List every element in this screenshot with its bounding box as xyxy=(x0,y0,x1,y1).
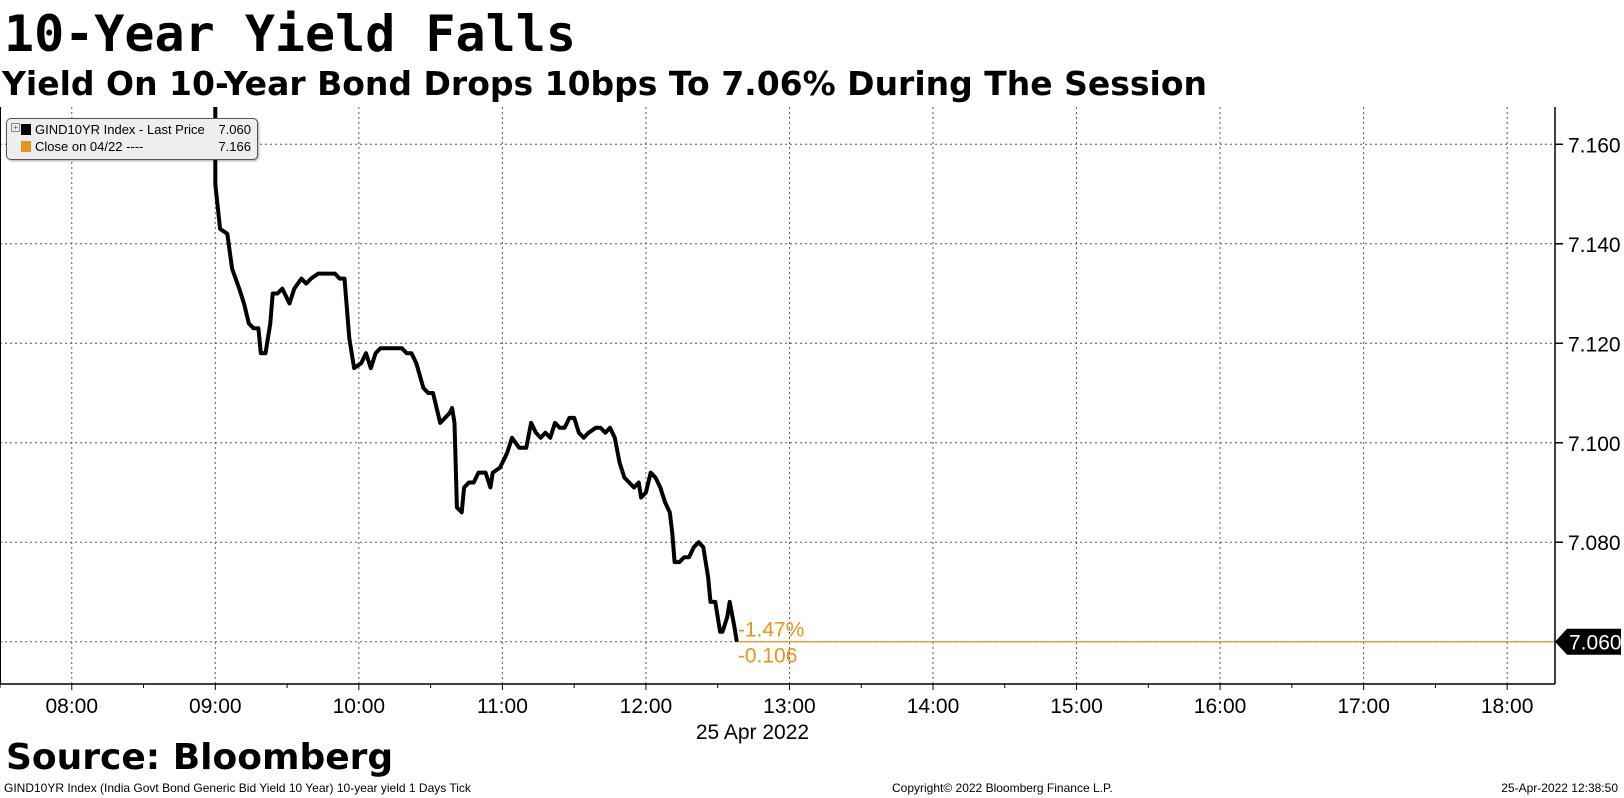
chart-title: 10-Year Yield Falls xyxy=(4,5,576,63)
y-tick-label: 7.160 xyxy=(1568,134,1621,157)
x-tick-label: 18:00 xyxy=(1481,695,1534,718)
x-tick-label: 17:00 xyxy=(1337,695,1390,718)
x-tick-label: 16:00 xyxy=(1194,695,1247,718)
series-line xyxy=(213,107,739,643)
y-tick-label: 7.120 xyxy=(1568,333,1621,356)
footer-timestamp: 25-Apr-2022 12:38:50 xyxy=(1501,781,1618,795)
last-value-label: 7.060 xyxy=(1569,632,1622,655)
x-tick-label: 14:00 xyxy=(907,695,960,718)
footer-copyright: Copyright© 2022 Bloomberg Finance L.P. xyxy=(892,781,1113,795)
x-tick-label: 11:00 xyxy=(477,695,528,718)
legend-item-close: Close on 04/22 ---- xyxy=(21,138,143,155)
y-tick-label: 7.080 xyxy=(1568,532,1621,555)
x-axis-date-label: 25 Apr 2022 xyxy=(696,721,809,744)
legend-swatch-black xyxy=(21,124,31,135)
source-label: Source: Bloomberg xyxy=(6,737,394,778)
legend-label: GIND10YR Index - Last Price xyxy=(35,122,205,137)
x-tick-label: 09:00 xyxy=(189,695,242,718)
x-tick-label: 08:00 xyxy=(45,695,98,718)
chart-subtitle: Yield On 10-Year Bond Drops 10bps To 7.0… xyxy=(2,64,1208,103)
legend-label: Close on 04/22 ---- xyxy=(35,139,144,154)
x-tick-label: 12:00 xyxy=(620,695,673,718)
legend-swatch-orange xyxy=(21,141,31,152)
change-value-label: -0.106 xyxy=(738,645,798,668)
x-tick-label: 15:00 xyxy=(1050,695,1103,718)
change-percent-label: -1.47% xyxy=(738,619,805,642)
legend[interactable]: + GIND10YR Index - Last Price 7.060 Clos… xyxy=(6,118,258,160)
x-tick-label: 10:00 xyxy=(333,695,386,718)
expand-icon[interactable]: + xyxy=(11,123,20,132)
legend-item-last-price: GIND10YR Index - Last Price xyxy=(21,121,205,138)
legend-value: 7.060 xyxy=(218,122,251,137)
last-value-tag xyxy=(1555,628,1621,655)
legend-value: 7.166 xyxy=(218,139,251,154)
y-tick-label: 7.140 xyxy=(1568,234,1621,257)
footer-description: GIND10YR Index (India Govt Bond Generic … xyxy=(4,781,471,795)
y-tick-label: 7.100 xyxy=(1568,433,1621,456)
x-tick-label: 13:00 xyxy=(763,695,816,718)
